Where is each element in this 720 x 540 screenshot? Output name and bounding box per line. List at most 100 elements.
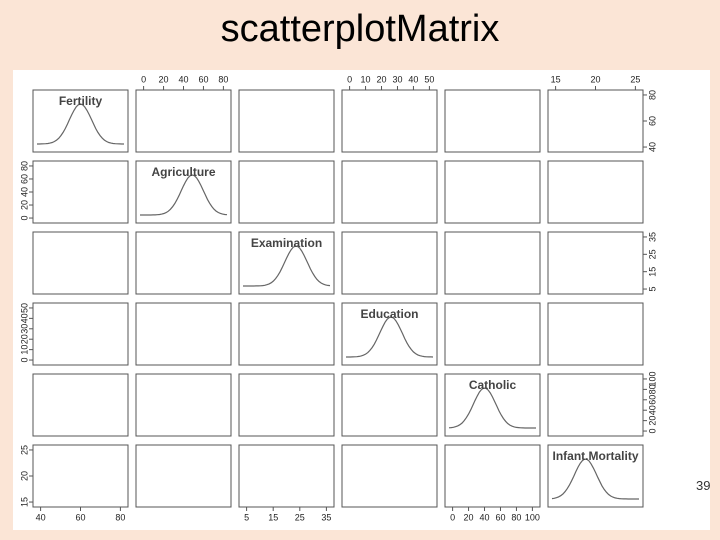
density-curve	[448, 387, 536, 429]
left-tick-label: 20	[19, 200, 29, 210]
panel	[135, 444, 232, 508]
page-number: 39	[696, 478, 711, 493]
top-tick-label: 20	[377, 74, 387, 84]
bottom-tick-label: 0	[450, 512, 455, 522]
panel	[444, 373, 541, 437]
left-tick-label: 10	[19, 345, 29, 355]
density-curve	[37, 103, 124, 145]
left-tick-label: 15	[19, 497, 29, 507]
left-tick-label: 40	[19, 187, 29, 197]
panel	[341, 89, 438, 153]
right-tick-label: 35	[647, 232, 657, 242]
top-tick-label: 20	[159, 74, 169, 84]
top-tick-label: 10	[361, 74, 371, 84]
top-tick-label: 0	[347, 74, 352, 84]
panel	[238, 302, 335, 366]
right-tick-label: 60	[647, 395, 657, 405]
variable-name: Fertility	[59, 94, 103, 108]
right-tick-label: 20	[647, 416, 657, 426]
panel	[238, 89, 335, 153]
right-tick-label: 5	[647, 287, 657, 292]
bottom-tick-label: 100	[525, 512, 540, 522]
top-tick-label: 30	[392, 74, 402, 84]
right-tick-label: 80	[647, 90, 657, 100]
right-tick-label: 40	[647, 142, 657, 152]
density-curve	[140, 174, 228, 216]
top-tick-label: 0	[141, 74, 146, 84]
bottom-tick-label: 80	[115, 512, 125, 522]
slide-title: scatterplotMatrix	[220, 8, 500, 50]
top-tick-label: 15	[551, 74, 561, 84]
panel	[547, 302, 644, 366]
panel	[238, 444, 335, 508]
bottom-tick-label: 25	[295, 512, 305, 522]
right-tick-label: 0	[647, 429, 657, 434]
panel	[444, 231, 541, 295]
panel	[444, 444, 541, 508]
right-tick-label: 100	[647, 371, 657, 386]
panel	[547, 444, 644, 508]
right-tick-label: 80	[647, 384, 657, 394]
variable-name: Infant.Mortality	[553, 449, 639, 463]
panel	[547, 231, 644, 295]
top-tick-label: 50	[424, 74, 434, 84]
panel	[238, 373, 335, 437]
left-tick-label: 30	[19, 324, 29, 334]
panel	[135, 373, 232, 437]
plot-background	[13, 70, 710, 530]
left-tick-label: 25	[19, 445, 29, 455]
left-tick-label: 40	[19, 313, 29, 323]
right-tick-label: 25	[647, 249, 657, 259]
right-tick-label: 60	[647, 116, 657, 126]
panel	[444, 302, 541, 366]
top-tick-label: 40	[178, 74, 188, 84]
variable-name: Examination	[251, 236, 322, 250]
left-tick-label: 50	[19, 303, 29, 313]
right-tick-label: 15	[647, 267, 657, 277]
bottom-tick-label: 35	[321, 512, 331, 522]
panel	[547, 373, 644, 437]
panel	[341, 444, 438, 508]
panel	[238, 231, 335, 295]
panel	[238, 160, 335, 224]
density-curve	[243, 245, 331, 287]
bottom-tick-label: 60	[75, 512, 85, 522]
panel	[547, 160, 644, 224]
panel	[341, 160, 438, 224]
bottom-tick-label: 80	[511, 512, 521, 522]
left-tick-label: 20	[19, 471, 29, 481]
density-curve	[551, 458, 639, 500]
variable-name: Catholic	[469, 378, 517, 392]
top-tick-label: 60	[198, 74, 208, 84]
bottom-tick-label: 20	[464, 512, 474, 522]
panel	[341, 231, 438, 295]
panel	[341, 302, 438, 366]
left-tick-label: 80	[19, 161, 29, 171]
bottom-tick-label: 15	[268, 512, 278, 522]
panel	[32, 231, 129, 295]
panel	[32, 302, 129, 366]
variable-name: Education	[360, 307, 418, 321]
top-tick-label: 25	[630, 74, 640, 84]
bottom-tick-label: 40	[480, 512, 490, 522]
scatterplot-matrix: Fertility Agriculture Examination Education…	[13, 70, 710, 530]
right-tick-label: 40	[647, 405, 657, 415]
panel	[135, 160, 232, 224]
panel	[135, 302, 232, 366]
top-tick-label: 40	[408, 74, 418, 84]
panel	[32, 373, 129, 437]
left-tick-label: 60	[19, 174, 29, 184]
left-tick-label: 0	[19, 358, 29, 363]
left-tick-label: 20	[19, 334, 29, 344]
panel	[444, 89, 541, 153]
panel	[135, 231, 232, 295]
bottom-tick-label: 60	[495, 512, 505, 522]
left-tick-label: 0	[19, 216, 29, 221]
bottom-tick-label: 5	[244, 512, 249, 522]
variable-name: Agriculture	[151, 165, 215, 179]
top-tick-label: 80	[218, 74, 228, 84]
panel	[32, 89, 129, 153]
bottom-tick-label: 40	[36, 512, 46, 522]
panel	[341, 373, 438, 437]
